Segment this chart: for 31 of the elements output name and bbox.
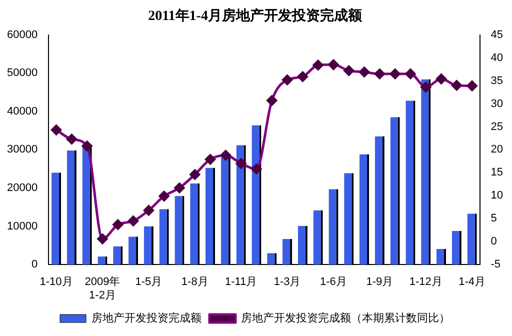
x-tick-label: 1-5月 <box>135 276 162 288</box>
y-tick-label: 10000 <box>6 220 38 232</box>
y2-tick-label: 40 <box>490 52 504 64</box>
y2-tick-label: 15 <box>490 166 504 179</box>
y2-tick-label: 0 <box>490 236 497 248</box>
y-tick-label: 50000 <box>6 67 38 80</box>
y2-tick-label: 45 <box>490 28 504 41</box>
x-tick-label: 1-9月 <box>366 276 394 288</box>
x-tick-label: 1-6月 <box>320 276 347 288</box>
x-tick-label: 1-3月 <box>274 276 301 288</box>
y2-tick-label: 5 <box>490 212 497 225</box>
x-tick-label: 2009年 1-2月 <box>84 276 120 302</box>
x-tick-label: 1-8月 <box>181 276 208 288</box>
y2-tick-label: -5 <box>490 258 501 271</box>
y-tick-label: 40000 <box>6 105 38 118</box>
x-tick-label: 1-12月 <box>409 276 442 288</box>
x-tick-label: 1-11月 <box>224 276 258 288</box>
legend-label: 房地产开发投资完成额 <box>92 312 202 325</box>
x-tick-label: 1-10月 <box>40 276 73 288</box>
y-tick-label: 30000 <box>6 144 38 156</box>
y-tick-label: 20000 <box>6 182 38 194</box>
x-tick-label: 1-4月 <box>458 276 486 288</box>
y-tick-label: 0 <box>31 258 38 271</box>
y2-tick-label: 20 <box>490 144 504 156</box>
chart-title: 2011年1-4月房地产开发投资完成额 <box>148 7 363 24</box>
y2-tick-label: 25 <box>490 120 504 133</box>
y2-tick-label: 30 <box>490 98 504 110</box>
y-tick-label: 60000 <box>6 28 38 41</box>
legend-label: 房地产开发投资完成额（本期累计数同比） <box>241 312 450 325</box>
y2-tick-label: 35 <box>490 74 504 87</box>
y2-tick-label: 10 <box>490 190 504 202</box>
